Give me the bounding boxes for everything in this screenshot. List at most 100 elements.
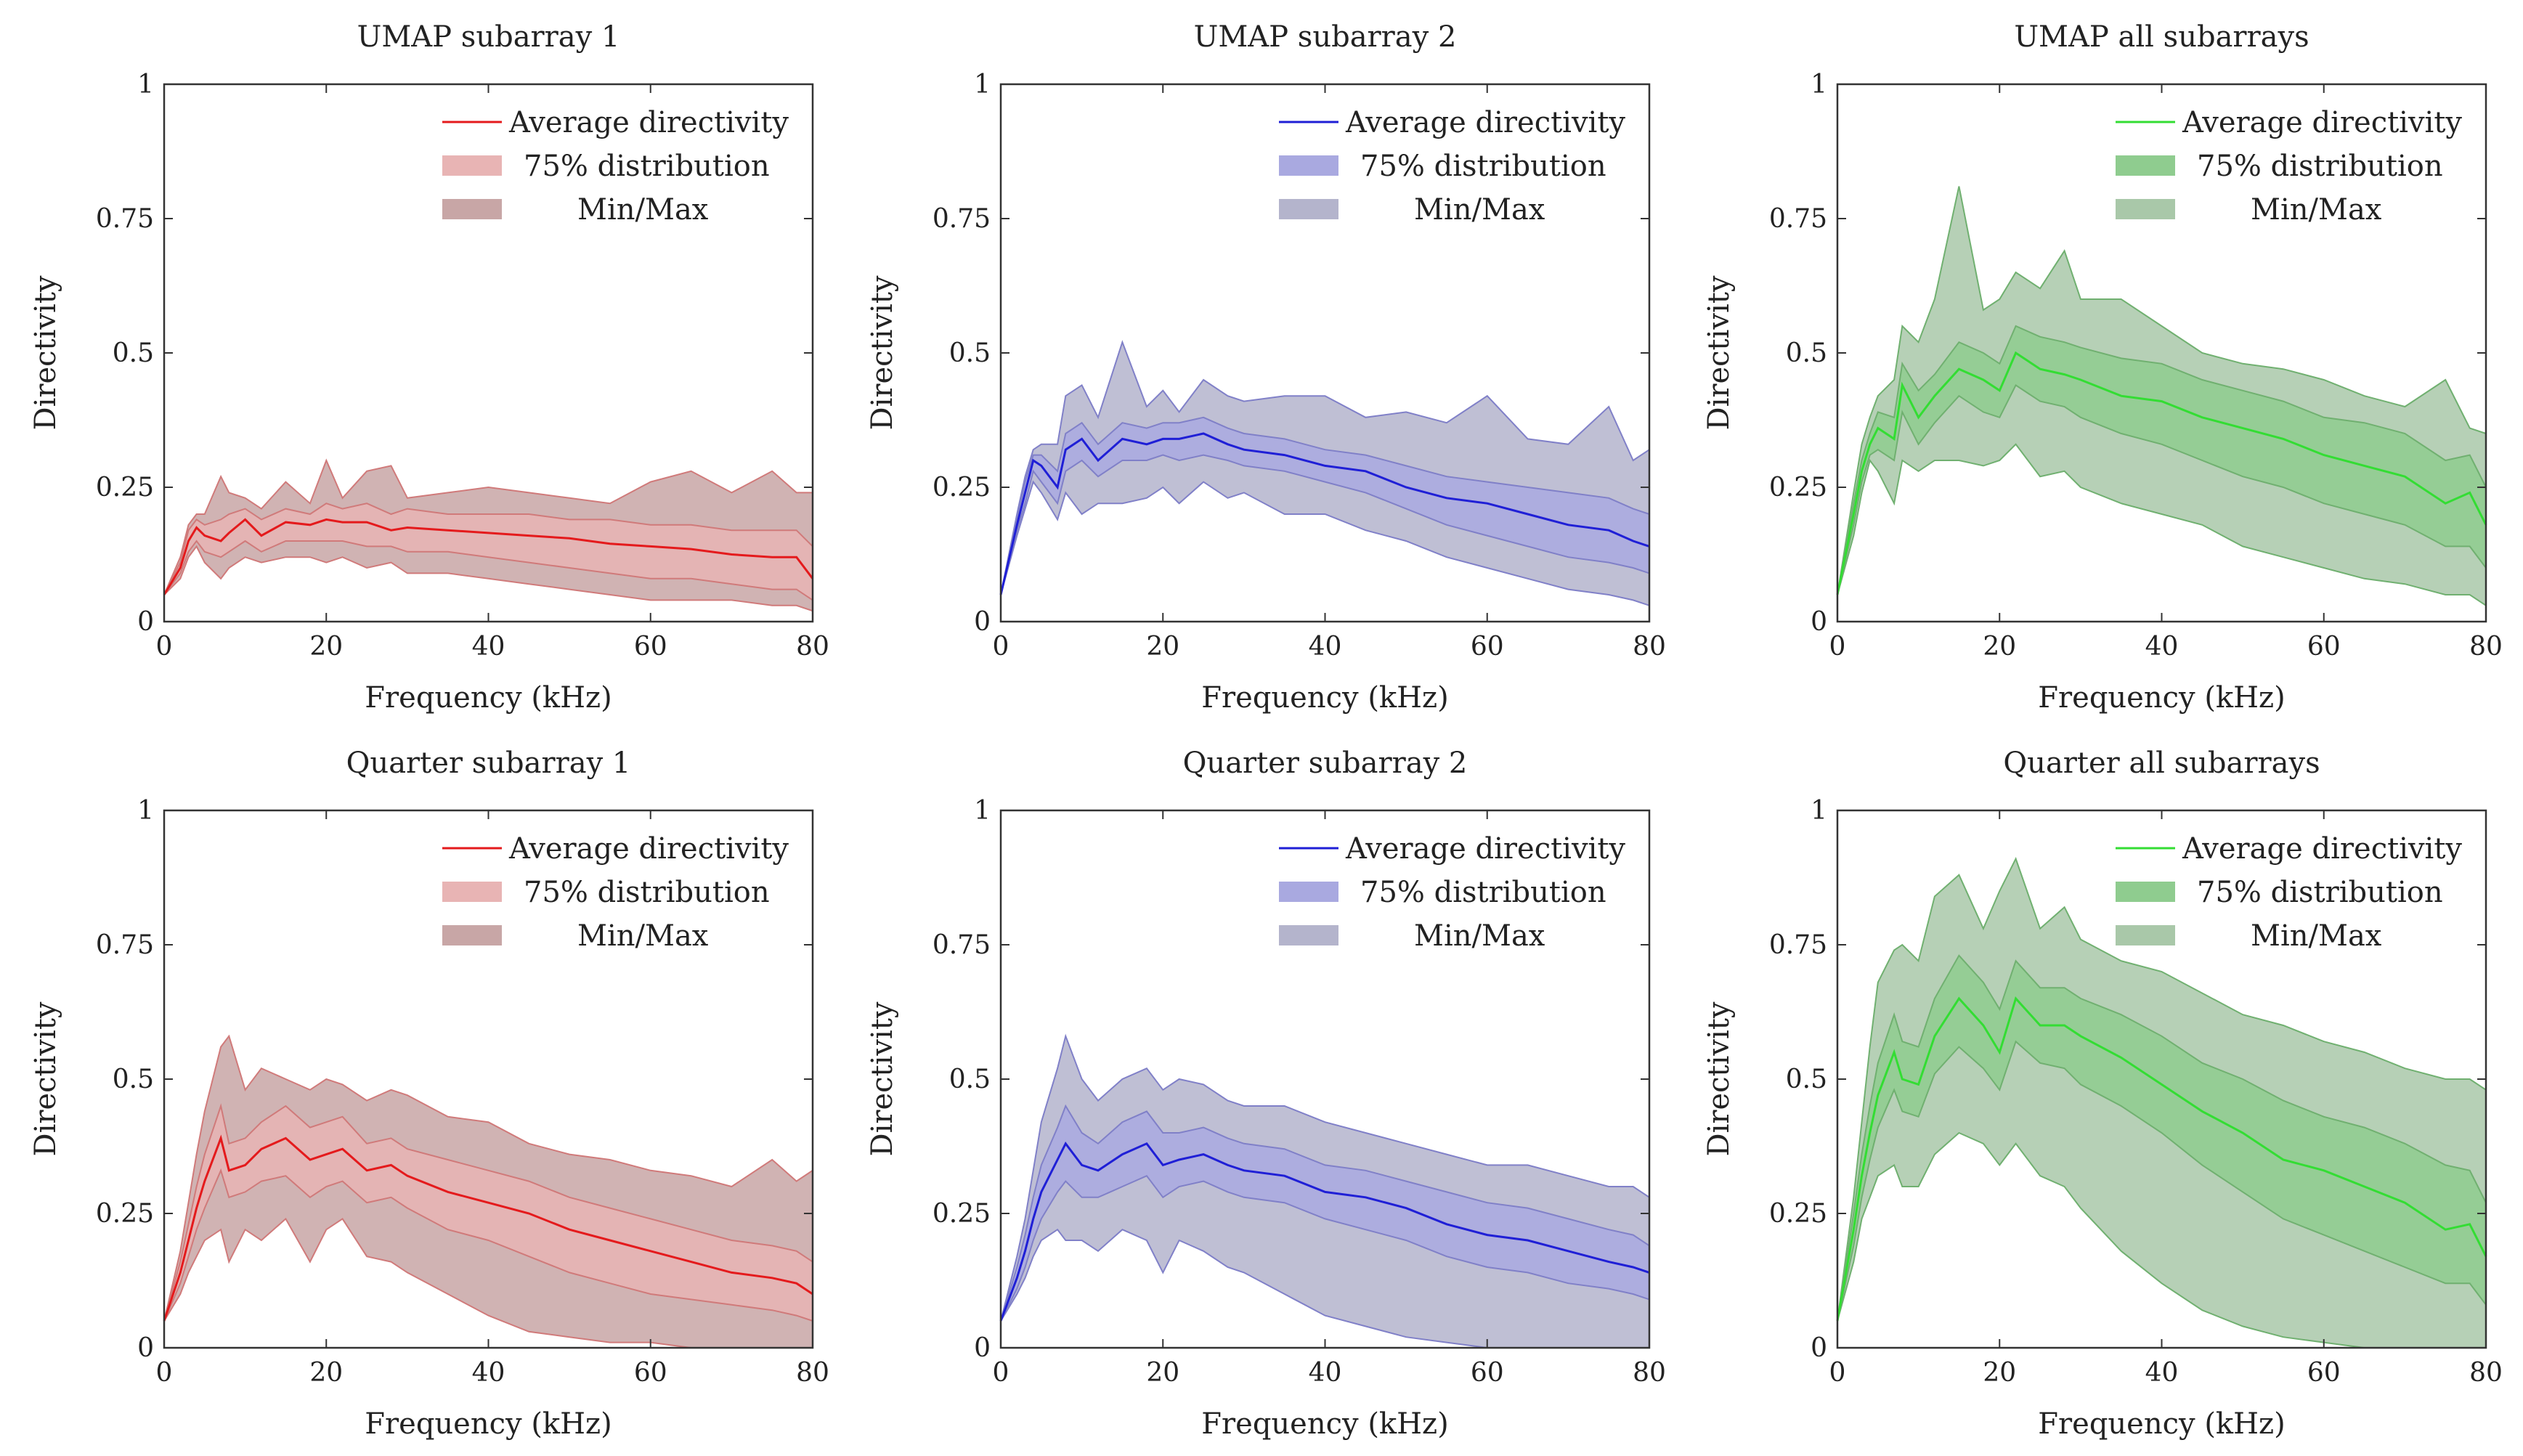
legend-label: Average directivity <box>508 106 789 139</box>
y-tick-label: 0.25 <box>1769 473 1827 503</box>
legend-label: Average directivity <box>1345 106 1625 139</box>
legend-75-swatch <box>442 155 502 176</box>
legend-label: 75% distribution <box>1360 876 1606 909</box>
legend-label: Average directivity <box>2182 832 2462 866</box>
chart-title: UMAP subarray 2 <box>1194 20 1457 54</box>
x-tick-label: 0 <box>993 1358 1009 1388</box>
chart-title: UMAP all subarrays <box>2014 20 2309 54</box>
legend-label: Min/Max <box>2251 919 2382 953</box>
y-axis-label: Directivity <box>866 1001 899 1156</box>
chart-panel-5: Quarter subarray 2 0 20 40 60 80 0 0.25 0.5 0.75 1… <box>866 747 1666 1441</box>
y-tick-label: 0.25 <box>1769 1199 1827 1229</box>
x-tick-label: 80 <box>2469 632 2503 662</box>
y-tick-label: 0 <box>137 1333 154 1363</box>
legend: Average directivity 75% distribution Min/M… <box>1279 832 1625 953</box>
legend-minmax-swatch <box>2116 925 2175 945</box>
y-axis-label: Directivity <box>29 1001 62 1156</box>
y-tick-label: 0.25 <box>933 473 991 503</box>
y-tick-label: 0.25 <box>933 1199 991 1229</box>
legend-75-swatch <box>1279 155 1338 176</box>
x-tick-label: 0 <box>156 632 173 662</box>
x-tick-label: 80 <box>796 632 829 662</box>
x-tick-label: 20 <box>1983 1358 2016 1388</box>
chart-title: Quarter all subarrays <box>2003 747 2320 780</box>
y-tick-label: 1 <box>137 70 154 99</box>
chart-panel-1: UMAP subarray 1 0 20 40 60 80 0 0.25 0.5 0.75 1 Fre… <box>29 20 829 715</box>
average-directivity-line <box>163 1134 813 1322</box>
y-tick-label: 0.25 <box>96 473 154 503</box>
legend-label: Min/Max <box>1414 919 1545 953</box>
x-tick-label: 60 <box>1471 1358 1504 1388</box>
x-tick-label: 0 <box>1829 632 1846 662</box>
average-directivity-line <box>163 518 814 595</box>
y-tick-label: 0.5 <box>1786 1065 1827 1094</box>
y-tick-label: 0 <box>1811 607 1827 637</box>
x-tick-label: 40 <box>2145 632 2179 662</box>
legend-minmax-swatch <box>1279 925 1338 945</box>
legend-label: Average directivity <box>2182 106 2462 139</box>
x-tick-label: 80 <box>2469 1358 2503 1388</box>
y-tick-label: 0.75 <box>1769 930 1827 960</box>
y-tick-label: 1 <box>974 796 991 826</box>
legend-label: Min/Max <box>577 193 709 227</box>
legend: Average directivity 75% distribution Min/M… <box>1279 106 1625 227</box>
x-axis-label: Frequency (kHz) <box>2038 1407 2285 1441</box>
x-tick-label: 0 <box>1829 1358 1846 1388</box>
legend-75-swatch <box>2116 882 2175 902</box>
y-tick-label: 0.5 <box>1786 338 1827 368</box>
y-axis-label: Directivity <box>1702 275 1736 430</box>
legend-75-swatch <box>442 882 502 902</box>
chart-panel-6: Quarter all subarrays 0 20 40 60 80 0 0.25 0.5 0.… <box>1702 747 2503 1441</box>
x-tick-label: 80 <box>796 1358 829 1388</box>
legend-minmax-swatch <box>442 925 502 945</box>
chart-title: UMAP subarray 1 <box>357 20 620 54</box>
chart-title: Quarter subarray 1 <box>346 747 631 780</box>
x-tick-label: 20 <box>1146 632 1179 662</box>
legend-minmax-swatch <box>1279 199 1338 219</box>
x-axis-label: Frequency (kHz) <box>1201 681 1448 715</box>
legend-minmax-swatch <box>442 199 502 219</box>
x-tick-label: 0 <box>156 1358 173 1388</box>
y-tick-label: 0.75 <box>1769 204 1827 234</box>
legend-label: 75% distribution <box>2197 876 2443 909</box>
legend: Average directivity 75% distribution Min/M… <box>442 832 789 953</box>
y-tick-label: 1 <box>974 70 991 99</box>
x-axis-label: Frequency (kHz) <box>2038 681 2285 715</box>
legend-label: 75% distribution <box>2197 150 2443 183</box>
chart-panel-2: UMAP subarray 2 0 20 40 60 80 0 0.25 0.5 0.75 1 Fre… <box>866 20 1666 715</box>
x-tick-label: 60 <box>1471 632 1504 662</box>
chart-title: Quarter subarray 2 <box>1183 747 1468 780</box>
legend: Average directivity 75% distribution Min/M… <box>442 106 789 227</box>
y-tick-label: 0 <box>974 1333 991 1363</box>
x-tick-label: 60 <box>2307 1358 2341 1388</box>
x-tick-label: 80 <box>1633 1358 1666 1388</box>
chart-panel-4: Quarter subarray 1 0 20 40 60 80 0 0.25 0.5 0.75 1… <box>29 747 829 1441</box>
y-tick-label: 0 <box>974 607 991 637</box>
y-tick-label: 0 <box>1811 1333 1827 1363</box>
legend-75-swatch <box>2116 155 2175 176</box>
x-tick-label: 20 <box>309 632 343 662</box>
legend-label: Average directivity <box>1345 832 1625 866</box>
y-tick-label: 0.25 <box>96 1199 154 1229</box>
y-tick-label: 0.75 <box>933 204 991 234</box>
chart-panel-3: UMAP all subarrays 0 20 40 60 80 0 0.25 0.5 0.75 1… <box>1702 20 2503 715</box>
x-tick-label: 40 <box>1309 1358 1342 1388</box>
average-directivity-line <box>1836 351 2487 595</box>
legend-label: Average directivity <box>508 832 789 866</box>
legend-label: 75% distribution <box>524 876 770 909</box>
legend-75-swatch <box>1279 882 1338 902</box>
y-tick-label: 0.5 <box>113 1065 154 1094</box>
y-axis-label: Directivity <box>866 275 899 430</box>
x-tick-label: 40 <box>472 632 505 662</box>
x-tick-label: 40 <box>2145 1358 2179 1388</box>
x-axis-label: Frequency (kHz) <box>365 681 612 715</box>
y-axis-label: Directivity <box>29 275 62 430</box>
y-tick-label: 0.5 <box>113 338 154 368</box>
legend-label: Min/Max <box>2251 193 2382 227</box>
x-tick-label: 40 <box>472 1358 505 1388</box>
y-tick-label: 1 <box>1811 70 1827 99</box>
average-directivity-line <box>999 1141 1650 1322</box>
average-directivity-line <box>999 432 1650 595</box>
x-axis-label: Frequency (kHz) <box>1201 1407 1448 1441</box>
